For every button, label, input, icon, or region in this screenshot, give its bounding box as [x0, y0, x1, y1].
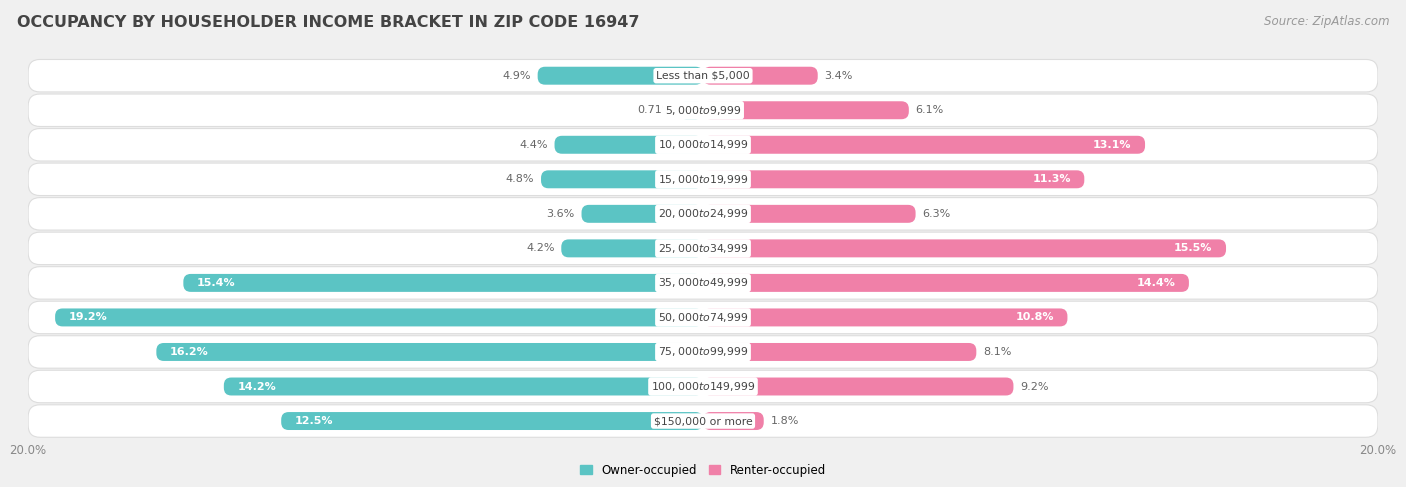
- FancyBboxPatch shape: [703, 343, 976, 361]
- Text: 12.5%: 12.5%: [295, 416, 333, 426]
- Text: 6.3%: 6.3%: [922, 209, 950, 219]
- Text: $15,000 to $19,999: $15,000 to $19,999: [658, 173, 748, 186]
- Text: 8.1%: 8.1%: [983, 347, 1011, 357]
- FancyBboxPatch shape: [28, 232, 1378, 264]
- FancyBboxPatch shape: [28, 198, 1378, 230]
- FancyBboxPatch shape: [156, 343, 703, 361]
- FancyBboxPatch shape: [28, 129, 1378, 161]
- FancyBboxPatch shape: [28, 163, 1378, 196]
- Text: 3.4%: 3.4%: [824, 71, 853, 81]
- Text: $10,000 to $14,999: $10,000 to $14,999: [658, 138, 748, 151]
- FancyBboxPatch shape: [28, 370, 1378, 403]
- Text: 14.2%: 14.2%: [238, 381, 276, 392]
- Text: 15.4%: 15.4%: [197, 278, 235, 288]
- Text: Less than $5,000: Less than $5,000: [657, 71, 749, 81]
- Text: $35,000 to $49,999: $35,000 to $49,999: [658, 277, 748, 289]
- Text: 0.71%: 0.71%: [637, 105, 672, 115]
- Text: 1.8%: 1.8%: [770, 416, 799, 426]
- FancyBboxPatch shape: [28, 267, 1378, 299]
- Text: 13.1%: 13.1%: [1092, 140, 1132, 150]
- Text: 4.9%: 4.9%: [502, 71, 531, 81]
- FancyBboxPatch shape: [703, 274, 1189, 292]
- Text: 10.8%: 10.8%: [1015, 313, 1054, 322]
- FancyBboxPatch shape: [541, 170, 703, 188]
- FancyBboxPatch shape: [679, 101, 703, 119]
- FancyBboxPatch shape: [703, 377, 1014, 395]
- Legend: Owner-occupied, Renter-occupied: Owner-occupied, Renter-occupied: [575, 459, 831, 482]
- FancyBboxPatch shape: [703, 308, 1067, 326]
- FancyBboxPatch shape: [28, 94, 1378, 127]
- FancyBboxPatch shape: [28, 336, 1378, 368]
- FancyBboxPatch shape: [281, 412, 703, 430]
- Text: 4.2%: 4.2%: [526, 244, 554, 253]
- FancyBboxPatch shape: [703, 240, 1226, 257]
- FancyBboxPatch shape: [703, 412, 763, 430]
- FancyBboxPatch shape: [537, 67, 703, 85]
- Text: 15.5%: 15.5%: [1174, 244, 1212, 253]
- FancyBboxPatch shape: [224, 377, 703, 395]
- Text: 4.4%: 4.4%: [519, 140, 548, 150]
- Text: $5,000 to $9,999: $5,000 to $9,999: [665, 104, 741, 117]
- FancyBboxPatch shape: [28, 59, 1378, 92]
- Text: Source: ZipAtlas.com: Source: ZipAtlas.com: [1264, 15, 1389, 28]
- Text: 6.1%: 6.1%: [915, 105, 943, 115]
- Text: $25,000 to $34,999: $25,000 to $34,999: [658, 242, 748, 255]
- FancyBboxPatch shape: [703, 170, 1084, 188]
- FancyBboxPatch shape: [55, 308, 703, 326]
- Text: 11.3%: 11.3%: [1032, 174, 1071, 184]
- FancyBboxPatch shape: [561, 240, 703, 257]
- Text: 16.2%: 16.2%: [170, 347, 208, 357]
- FancyBboxPatch shape: [28, 301, 1378, 334]
- FancyBboxPatch shape: [582, 205, 703, 223]
- Text: $75,000 to $99,999: $75,000 to $99,999: [658, 345, 748, 358]
- Text: $100,000 to $149,999: $100,000 to $149,999: [651, 380, 755, 393]
- Text: 4.8%: 4.8%: [506, 174, 534, 184]
- FancyBboxPatch shape: [28, 405, 1378, 437]
- Text: OCCUPANCY BY HOUSEHOLDER INCOME BRACKET IN ZIP CODE 16947: OCCUPANCY BY HOUSEHOLDER INCOME BRACKET …: [17, 15, 640, 30]
- Text: 9.2%: 9.2%: [1021, 381, 1049, 392]
- Text: $20,000 to $24,999: $20,000 to $24,999: [658, 207, 748, 220]
- Text: 14.4%: 14.4%: [1136, 278, 1175, 288]
- FancyBboxPatch shape: [703, 101, 908, 119]
- Text: $50,000 to $74,999: $50,000 to $74,999: [658, 311, 748, 324]
- FancyBboxPatch shape: [183, 274, 703, 292]
- FancyBboxPatch shape: [703, 205, 915, 223]
- FancyBboxPatch shape: [703, 67, 818, 85]
- Text: 19.2%: 19.2%: [69, 313, 107, 322]
- Text: $150,000 or more: $150,000 or more: [654, 416, 752, 426]
- Text: 3.6%: 3.6%: [547, 209, 575, 219]
- FancyBboxPatch shape: [554, 136, 703, 154]
- FancyBboxPatch shape: [703, 136, 1144, 154]
